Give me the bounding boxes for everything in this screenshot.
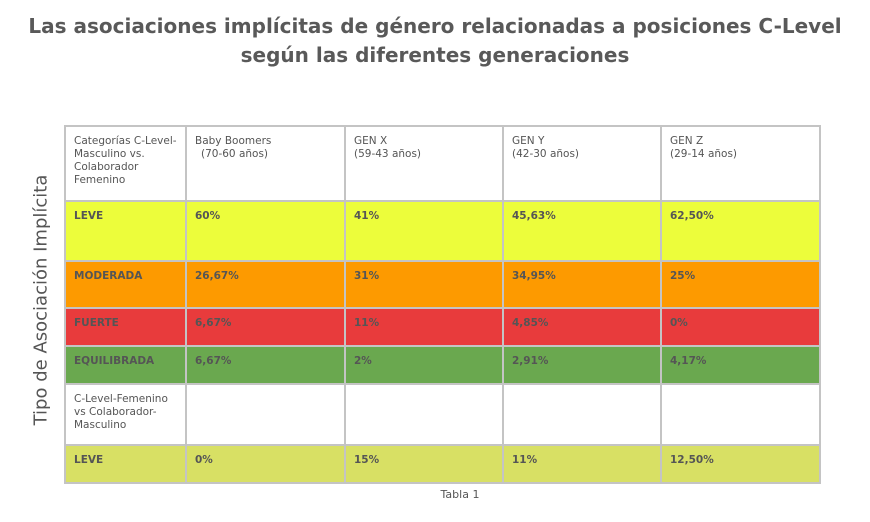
header-age: (42-30 años) <box>512 148 580 160</box>
row-label: LEVE <box>64 200 187 262</box>
table-cell: 4,85% <box>502 307 662 347</box>
title-line-2: según las diferentes generaciones <box>240 43 630 67</box>
table-cell <box>185 383 346 446</box>
table-cell: 6,67% <box>185 345 346 385</box>
table-header-row: Categorías C-Level-Masculino vs. Colabor… <box>64 125 821 202</box>
header-category: Categorías C-Level-Masculino vs. Colabor… <box>64 125 187 202</box>
table-row-femenino-header: C-Level-Femenino vs Colaborador-Masculin… <box>64 383 821 446</box>
header-gen-x: GEN X (59-43 años) <box>344 125 504 202</box>
header-label: GEN Y <box>512 135 545 147</box>
generations-table: Categorías C-Level-Masculino vs. Colabor… <box>64 125 821 484</box>
row-label: C-Level-Femenino vs Colaborador-Masculin… <box>64 383 187 446</box>
table-cell: 31% <box>344 260 504 309</box>
table-cell: 2% <box>344 345 504 385</box>
table-cell: 4,17% <box>660 345 821 385</box>
row-label: FUERTE <box>64 307 187 347</box>
header-baby-boomers: Baby Boomers (70-60 años) <box>185 125 346 202</box>
table-cell: 60% <box>185 200 346 262</box>
table-row-moderada: MODERADA 26,67% 31% 34,95% 25% <box>64 260 821 309</box>
row-label: EQUILIBRADA <box>64 345 187 385</box>
table-row-fuerte: FUERTE 6,67% 11% 4,85% 0% <box>64 307 821 347</box>
table-cell: 11% <box>344 307 504 347</box>
table-cell: 12,50% <box>660 444 821 484</box>
table-cell <box>344 383 504 446</box>
row-label: LEVE <box>64 444 187 484</box>
table-cell: 45,63% <box>502 200 662 262</box>
table-row-leve: LEVE 60% 41% 45,63% 62,50% <box>64 200 821 262</box>
title-line-1: Las asociaciones implícitas de género re… <box>28 14 842 38</box>
row-label: MODERADA <box>64 260 187 309</box>
table-cell <box>502 383 662 446</box>
header-age: (29-14 años) <box>670 148 738 160</box>
table-cell: 6,67% <box>185 307 346 347</box>
table-cell: 2,91% <box>502 345 662 385</box>
y-axis-label: Tipo de Asociación Implícita <box>30 174 52 426</box>
table-cell: 26,67% <box>185 260 346 309</box>
page-title: Las asociaciones implícitas de género re… <box>0 12 870 70</box>
table-cell: 25% <box>660 260 821 309</box>
table-row-leve-femenino: LEVE 0% 15% 11% 12,50% <box>64 444 821 484</box>
table-cell: 15% <box>344 444 504 484</box>
table-caption: Tabla 1 <box>440 488 480 501</box>
table-cell: 11% <box>502 444 662 484</box>
table-cell <box>660 383 821 446</box>
header-label: Baby Boomers <box>195 135 272 147</box>
header-age: (70-60 años) <box>201 148 269 160</box>
table-cell: 34,95% <box>502 260 662 309</box>
table-cell: 0% <box>185 444 346 484</box>
header-age: (59-43 años) <box>354 148 422 160</box>
header-gen-z: GEN Z (29-14 años) <box>660 125 821 202</box>
table-cell: 41% <box>344 200 504 262</box>
table-row-equilibrada: EQUILIBRADA 6,67% 2% 2,91% 4,17% <box>64 345 821 385</box>
table-cell: 0% <box>660 307 821 347</box>
header-label: GEN Z <box>670 135 704 147</box>
header-label: GEN X <box>354 135 388 147</box>
table-cell: 62,50% <box>660 200 821 262</box>
header-gen-y: GEN Y (42-30 años) <box>502 125 662 202</box>
